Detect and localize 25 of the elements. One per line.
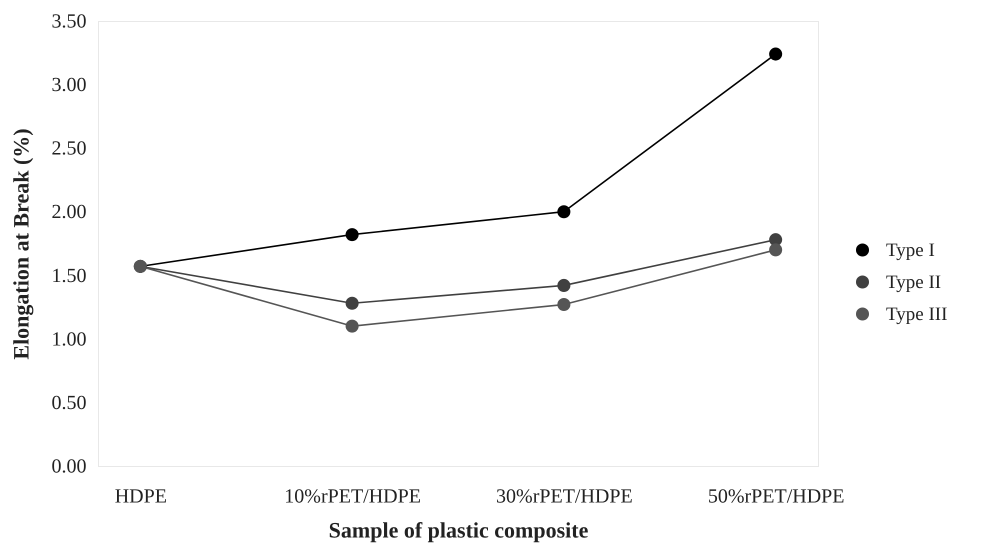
point bbox=[346, 228, 359, 242]
x-tick-label: 10%rPET/HDPE bbox=[284, 486, 421, 508]
y-tick-label: 0.00 bbox=[52, 456, 86, 478]
point bbox=[557, 298, 570, 312]
point bbox=[346, 320, 359, 333]
legend-label: Type I bbox=[886, 240, 935, 261]
point bbox=[769, 243, 782, 256]
x-tick-label: 50%rPET/HDPE bbox=[708, 486, 844, 508]
point bbox=[769, 48, 782, 61]
y-tick-label: 0.50 bbox=[52, 392, 86, 414]
point bbox=[346, 296, 359, 310]
legend-label: Type III bbox=[886, 304, 948, 325]
x-axis-title: Sample of plastic composite bbox=[328, 518, 589, 542]
y-tick-label: 1.00 bbox=[52, 328, 86, 350]
y-tick-label: 2.00 bbox=[52, 201, 86, 224]
legend-label: Type II bbox=[886, 272, 942, 293]
y-axis-title: Elongation at Break (%) bbox=[8, 128, 34, 360]
y-tick-label: 1.50 bbox=[52, 264, 86, 287]
point bbox=[557, 278, 570, 292]
point bbox=[557, 205, 570, 218]
y-tick-label: 3.00 bbox=[52, 74, 86, 96]
y-tick-label: 2.50 bbox=[52, 138, 86, 160]
y-tick-label: 3.50 bbox=[52, 10, 86, 32]
x-tick-label: HDPE bbox=[114, 486, 167, 508]
x-tick-label: 30%rPET/HDPE bbox=[496, 486, 633, 508]
